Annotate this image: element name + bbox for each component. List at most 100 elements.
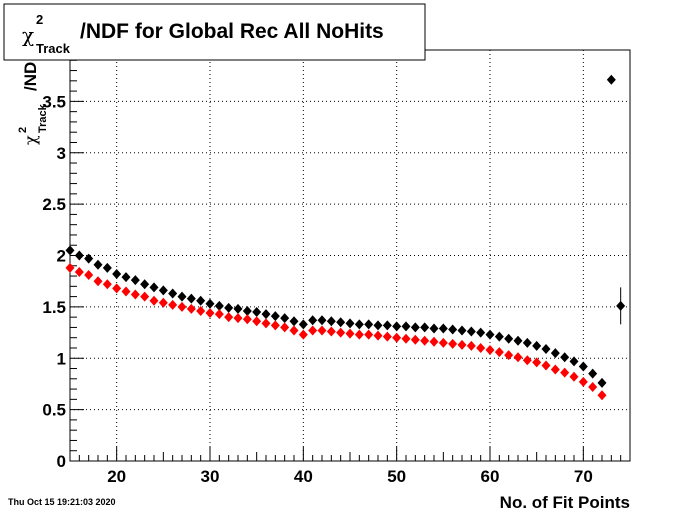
data-point xyxy=(336,327,346,338)
data-point xyxy=(476,327,486,338)
title-rest: /NDF for Global Rec All NoHits xyxy=(80,20,384,43)
data-point xyxy=(112,283,122,294)
data-point xyxy=(336,317,346,328)
data-point xyxy=(84,253,94,264)
data-point xyxy=(130,289,140,300)
data-point xyxy=(121,286,131,297)
data-point xyxy=(196,295,206,306)
data-point xyxy=(168,299,178,310)
y-tick-label: 3 xyxy=(57,144,66,163)
data-point xyxy=(560,352,570,363)
data-point xyxy=(578,361,588,372)
data-point xyxy=(326,316,336,327)
data-point xyxy=(364,329,374,340)
data-point xyxy=(541,360,551,371)
data-point xyxy=(410,322,420,333)
data-point xyxy=(448,338,458,349)
data-point xyxy=(130,275,140,286)
data-point xyxy=(233,313,243,324)
ylabel-chi: χ xyxy=(21,135,40,145)
data-point xyxy=(149,282,159,293)
data-point xyxy=(93,276,103,287)
data-point xyxy=(270,320,280,331)
data-point xyxy=(65,245,75,256)
data-point xyxy=(429,323,439,334)
timestamp: Thu Oct 15 19:21:03 2020 xyxy=(8,497,116,507)
data-point xyxy=(494,347,504,358)
y-tick-label: 2.5 xyxy=(42,195,66,214)
x-tick-label: 30 xyxy=(201,467,220,486)
data-point xyxy=(84,270,94,281)
data-point xyxy=(298,319,308,330)
data-point xyxy=(504,350,514,361)
data-point xyxy=(606,74,616,85)
data-point xyxy=(298,329,308,340)
data-point xyxy=(252,307,262,318)
data-point xyxy=(345,318,355,329)
data-point xyxy=(289,325,299,336)
data-point xyxy=(354,329,364,340)
data-point xyxy=(597,390,607,401)
data-point xyxy=(289,316,299,327)
x-tick-label: 70 xyxy=(574,467,593,486)
data-point xyxy=(65,262,75,273)
data-point xyxy=(522,355,532,366)
data-point xyxy=(158,297,168,308)
data-point xyxy=(373,330,383,341)
data-point xyxy=(317,325,327,336)
data-point xyxy=(364,319,374,330)
data-point xyxy=(466,340,476,351)
data-point xyxy=(93,259,103,270)
data-point xyxy=(317,315,327,326)
y-tick-label: 0 xyxy=(57,452,66,471)
data-point xyxy=(242,305,252,316)
data-point xyxy=(438,323,448,334)
data-point xyxy=(522,337,532,348)
ylabel-subscript: Track xyxy=(37,103,49,133)
data-point xyxy=(485,329,495,340)
data-point xyxy=(308,325,318,336)
data-point xyxy=(466,326,476,337)
data-point xyxy=(270,311,280,322)
data-point xyxy=(214,309,224,320)
data-point xyxy=(382,331,392,342)
data-point xyxy=(261,318,271,329)
data-point xyxy=(308,315,318,326)
ylabel-rest: /ND xyxy=(21,62,40,91)
data-point xyxy=(420,322,430,333)
data-point xyxy=(140,291,150,302)
data-point xyxy=(513,352,523,363)
data-point xyxy=(382,320,392,331)
y-tick-label: 1 xyxy=(57,349,66,368)
data-point xyxy=(74,250,84,261)
x-axis-title: No. of Fit Points xyxy=(500,493,630,512)
title-box xyxy=(3,3,426,61)
data-point xyxy=(578,376,588,387)
data-point xyxy=(457,339,467,350)
data-point xyxy=(326,326,336,337)
data-point xyxy=(476,342,486,353)
data-point xyxy=(252,316,262,327)
data-point xyxy=(149,295,159,306)
data-point xyxy=(214,300,224,311)
data-point xyxy=(205,308,215,319)
data-point xyxy=(140,279,150,290)
data-point xyxy=(438,337,448,348)
data-point xyxy=(588,382,598,393)
x-tick-label: 50 xyxy=(387,467,406,486)
data-point xyxy=(588,368,598,379)
data-point xyxy=(233,303,243,314)
title-superscript: 2 xyxy=(36,12,43,27)
data-point xyxy=(102,262,112,273)
data-point xyxy=(177,291,187,302)
y-tick-label: 0.5 xyxy=(42,401,66,420)
data-point xyxy=(410,334,420,345)
data-point xyxy=(597,377,607,388)
data-point xyxy=(401,333,411,344)
data-point xyxy=(112,268,122,279)
x-tick-label: 20 xyxy=(107,467,126,486)
data-point xyxy=(420,335,430,346)
data-point xyxy=(494,331,504,342)
data-point xyxy=(261,309,271,320)
